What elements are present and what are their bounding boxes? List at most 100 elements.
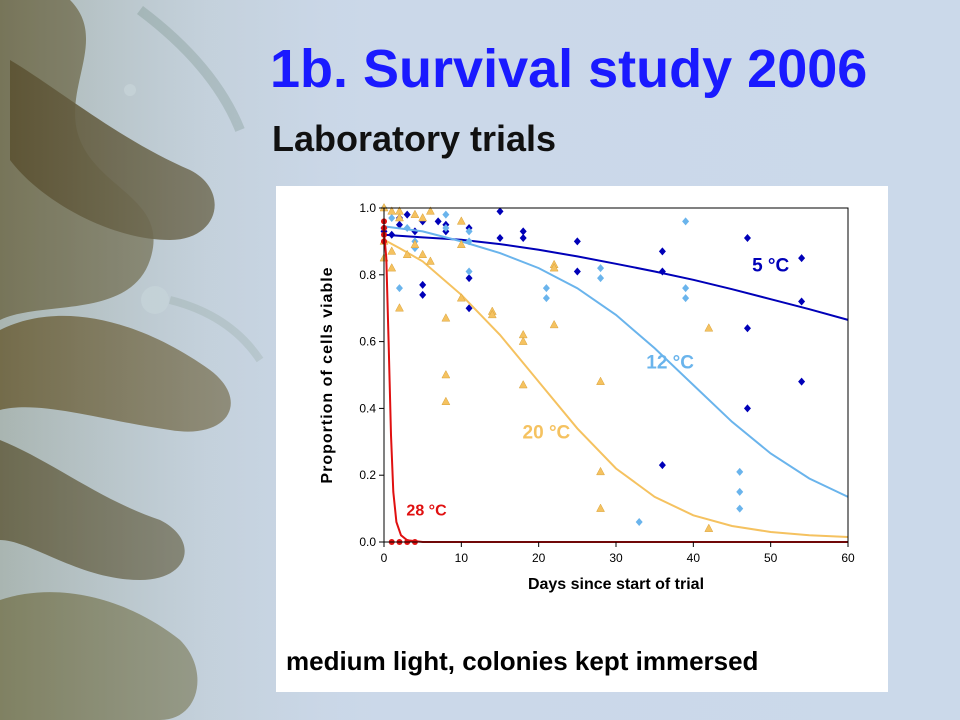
chart-panel: 0 10 20 30 40 50 60 0.0 0.2 0.4 0.6 0.8 1.0 Days sin… (276, 186, 888, 692)
data-point (682, 284, 690, 293)
y-axis-label: Proportion of cells viable (319, 266, 336, 483)
data-point (487, 309, 497, 319)
data-point (395, 212, 404, 222)
data-point (496, 234, 504, 243)
data-point (403, 210, 411, 219)
data-point (419, 280, 427, 289)
data-point (736, 504, 744, 513)
data-point (635, 517, 643, 526)
chart-caption: medium light, colonies kept immersed (286, 646, 759, 676)
data-point (798, 254, 806, 263)
y-tick-label: 0.2 (359, 468, 376, 482)
data-point (542, 294, 550, 303)
data-point (743, 324, 751, 333)
data-point (456, 239, 466, 248)
data-point (418, 249, 428, 259)
data-point (596, 376, 605, 385)
x-tick-label: 10 (455, 551, 469, 565)
fit-curve-2 (383, 238, 849, 538)
data-point (743, 404, 751, 413)
y-tick-label: 0.4 (359, 401, 376, 415)
data-point (573, 237, 581, 246)
data-point (518, 336, 528, 345)
data-point (403, 224, 411, 233)
data-point (434, 217, 442, 226)
data-point (425, 206, 435, 215)
data-point (549, 319, 559, 329)
data-point (388, 214, 396, 223)
x-tick-label: 60 (841, 551, 855, 565)
data-point (395, 284, 403, 293)
data-point (387, 263, 397, 272)
data-point (442, 210, 450, 219)
data-point (682, 294, 690, 303)
series-label-1: 12 °C (646, 352, 694, 373)
data-point (736, 467, 744, 476)
data-point (388, 230, 396, 239)
data-point (519, 227, 527, 236)
series-labels: 5 °C 12 °C 20 °C 28 °C (406, 255, 789, 519)
axis-ticks: 0 10 20 30 40 50 60 0.0 0.2 0.4 0.6 0.8 1.0 (359, 201, 855, 565)
data-point (465, 304, 473, 313)
data-point (387, 246, 397, 255)
data-point (682, 217, 690, 226)
data-point (395, 220, 403, 229)
y-tick-label: 0.6 (359, 335, 376, 349)
series-label-0: 5 °C (752, 255, 789, 276)
data-point (465, 237, 473, 246)
data-point (596, 466, 605, 476)
x-tick-label: 50 (764, 551, 778, 565)
data-point (395, 303, 404, 312)
data-point (518, 379, 528, 389)
series-label-3: 28 °C (406, 502, 447, 519)
data-point (549, 263, 559, 272)
data-point (597, 264, 605, 273)
data-point (658, 247, 666, 256)
data-point (465, 227, 473, 236)
data-point (658, 461, 666, 470)
data-point (704, 323, 714, 332)
data-point (410, 209, 420, 218)
data-point (573, 267, 581, 276)
fit-curve-0 (383, 233, 849, 321)
data-point (410, 239, 420, 248)
data-point (425, 256, 435, 265)
data-point (597, 274, 605, 283)
data-point (465, 267, 473, 276)
x-tick-label: 20 (532, 551, 546, 565)
data-point (596, 503, 605, 512)
y-tick-label: 0.0 (359, 535, 376, 549)
data-point (442, 224, 450, 233)
survival-chart: 0 10 20 30 40 50 60 0.0 0.2 0.4 0.6 0.8 1.0 Days sin… (319, 201, 855, 593)
data-point (743, 234, 751, 243)
data-point (387, 206, 397, 215)
data-point (704, 523, 714, 532)
data-point (419, 290, 427, 299)
fit-curve-3 (383, 231, 848, 543)
slide-subtitle: Laboratory trials (272, 118, 557, 159)
data-point (519, 234, 527, 243)
data-point (418, 212, 428, 222)
x-axis-label: Days since start of trial (528, 576, 704, 593)
chart-marks (379, 202, 849, 545)
data-point (441, 313, 451, 322)
y-tick-label: 1.0 (359, 201, 376, 215)
series-label-2: 20 °C (523, 422, 571, 443)
data-point (402, 249, 412, 259)
y-tick-label: 0.8 (359, 268, 376, 282)
data-point (465, 274, 473, 283)
data-point (798, 297, 806, 306)
data-point (456, 216, 466, 225)
data-point (798, 377, 806, 386)
data-point (441, 396, 451, 405)
data-point (736, 487, 744, 496)
data-point (658, 267, 666, 276)
data-point (542, 284, 550, 293)
x-tick-label: 0 (381, 551, 388, 565)
x-tick-label: 30 (609, 551, 623, 565)
x-tick-label: 40 (687, 551, 701, 565)
slide-title: 1b. Survival study 2006 (270, 39, 868, 99)
data-point (441, 369, 451, 379)
data-point (496, 207, 504, 216)
data-point (456, 293, 466, 302)
